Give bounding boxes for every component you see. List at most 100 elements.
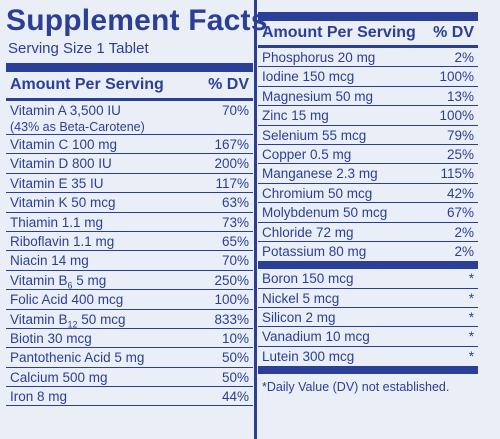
nutrient-name: Magnesium 50 mg bbox=[262, 88, 374, 104]
nutrient-name: Vanadium 10 mcg bbox=[262, 329, 370, 345]
footnote: *Daily Value (DV) not established. bbox=[262, 380, 450, 395]
nutrient-name: Lutein 300 mcg bbox=[262, 348, 355, 364]
nutrient-name: Selenium 55 mcg bbox=[262, 127, 367, 143]
nutrient-row: Pantothenic Acid 5 mg 50% bbox=[6, 348, 253, 368]
nutrient-dv: * bbox=[468, 310, 474, 326]
nutrient-row: Silicon 2 mg * bbox=[258, 308, 478, 328]
nutrient-name: Niacin 14 mg bbox=[10, 253, 89, 269]
nutrient-row: Niacin 14 mg 70% bbox=[6, 251, 253, 271]
nutrient-row: Chloride 72 mg 2% bbox=[258, 223, 478, 242]
nutrient-name: Chromium 50 mcg bbox=[262, 185, 373, 201]
left-header: Amount Per Serving % DV bbox=[6, 72, 253, 101]
nutrient-dv: 100% bbox=[214, 292, 249, 308]
nutrient-name: Folic Acid 400 mcg bbox=[10, 292, 124, 308]
nutrient-dv: 50% bbox=[221, 350, 249, 366]
nutrient-name: Manganese 2.3 mg bbox=[262, 166, 378, 182]
nutrient-row: Thiamin 1.1 mg 73% bbox=[6, 213, 253, 232]
nutrient-dv: 63% bbox=[221, 195, 249, 211]
dv-header: % DV bbox=[208, 76, 249, 93]
nutrient-name: Phosphorus 20 mg bbox=[262, 50, 376, 65]
nutrient-dv: 73% bbox=[221, 214, 249, 230]
nutrient-row: Vanadium 10 mcg * bbox=[258, 327, 478, 347]
nutrient-row: Biotin 30 mcg 10% bbox=[6, 329, 253, 349]
nutrient-name: Vitamin A 3,500 IU (43% as Beta-Carotene… bbox=[10, 103, 145, 134]
nutrient-name: Calcium 500 mg bbox=[10, 369, 108, 385]
nutrient-row: Chromium 50 mcg 42% bbox=[258, 184, 478, 204]
nutrient-row: Vitamin D 800 IU 200% bbox=[6, 154, 253, 174]
nutrient-dv: 70% bbox=[221, 253, 249, 269]
nutrient-dv: 2% bbox=[454, 243, 474, 259]
dv-header: % DV bbox=[433, 24, 474, 41]
nutrient-row: Riboflavin 1.1 mg 65% bbox=[6, 232, 253, 252]
group-bar bbox=[258, 366, 478, 375]
nutrient-name: Thiamin 1.1 mg bbox=[10, 214, 104, 230]
column-divider bbox=[254, 0, 257, 439]
amount-header: Amount Per Serving bbox=[262, 24, 416, 41]
nutrient-row: Potassium 80 mg 2% bbox=[258, 242, 478, 261]
right-header: Amount Per Serving % DV bbox=[258, 12, 478, 48]
nutrient-dv: 100% bbox=[439, 69, 474, 85]
nutrient-row: Iron 8 mg 44% bbox=[6, 387, 253, 407]
nutrient-name: Silicon 2 mg bbox=[262, 310, 336, 326]
nutrient-dv: 100% bbox=[439, 108, 474, 124]
nutrient-dv: 117% bbox=[215, 175, 249, 191]
nutrient-row: Boron 150 mcg * bbox=[258, 269, 478, 289]
nutrient-row: Folic Acid 400 mcg 100% bbox=[6, 290, 253, 310]
serving-size: Serving Size 1 Tablet bbox=[8, 40, 149, 57]
nutrient-dv: 2% bbox=[454, 50, 474, 65]
nutrient-name: Vitamin K 50 mcg bbox=[10, 195, 116, 211]
nutrient-dv: 115% bbox=[440, 166, 474, 182]
nutrient-dv: 65% bbox=[221, 233, 249, 249]
nutrient-name: Iron 8 mg bbox=[10, 389, 68, 405]
nutrient-dv: 79% bbox=[446, 127, 474, 143]
nutrient-row: Manganese 2.3 mg 115% bbox=[258, 164, 478, 184]
nutrient-name: Pantothenic Acid 5 mg bbox=[10, 350, 145, 366]
nutrient-row: Lutein 300 mcg * bbox=[258, 347, 478, 366]
nutrient-name: Chloride 72 mg bbox=[262, 224, 354, 240]
nutrient-name: Vitamin E 35 IU bbox=[10, 175, 104, 191]
nutrient-name: Iodine 150 mcg bbox=[262, 69, 355, 85]
nutrient-dv: * bbox=[468, 348, 474, 364]
nutrient-name: Copper 0.5 mg bbox=[262, 146, 352, 162]
nutrient-row: Copper 0.5 mg 25% bbox=[258, 145, 478, 165]
nutrient-dv: * bbox=[468, 329, 474, 345]
nutrient-dv: 13% bbox=[446, 88, 474, 104]
nutrient-row: Vitamin K 50 mcg 63% bbox=[6, 193, 253, 213]
header-bar bbox=[6, 63, 253, 72]
nutrient-dv: 50% bbox=[221, 369, 249, 385]
left-column: Supplement Facts Serving Size 1 Tablet A… bbox=[6, 0, 268, 407]
nutrient-row: Nickel 5 mcg * bbox=[258, 289, 478, 309]
nutrient-row: Calcium 500 mg 50% bbox=[6, 368, 253, 388]
nutrient-dv: * bbox=[468, 271, 474, 287]
nutrient-dv: 70% bbox=[221, 103, 249, 118]
nutrient-name: Vitamin B6 5 mg bbox=[10, 272, 107, 291]
nutrient-dv: * bbox=[468, 290, 474, 306]
nutrient-row: Vitamin C 100 mg 167% bbox=[6, 135, 253, 155]
nutrient-name: Zinc 15 mg bbox=[262, 108, 329, 124]
nutrient-dv: 44% bbox=[221, 389, 249, 405]
nutrient-dv: 67% bbox=[446, 205, 474, 221]
nutrient-row: Vitamin B12 50 mcg 833% bbox=[6, 310, 253, 329]
nutrient-row: Selenium 55 mcg 79% bbox=[258, 126, 478, 145]
nutrient-row: Magnesium 50 mg 13% bbox=[258, 87, 478, 107]
nutrient-dv: 250% bbox=[214, 272, 249, 288]
nutrient-row: Phosphorus 20 mg 2% bbox=[258, 48, 478, 68]
nutrient-row: Vitamin A 3,500 IU (43% as Beta-Carotene… bbox=[6, 101, 253, 135]
nutrient-name: Boron 150 mcg bbox=[262, 271, 354, 287]
nutrient-name: Vitamin C 100 mg bbox=[10, 137, 118, 152]
nutrient-name: Vitamin B12 50 mcg bbox=[10, 311, 126, 330]
nutrient-name: Molybdenum 50 mcg bbox=[262, 205, 388, 221]
nutrient-name: Potassium 80 mg bbox=[262, 243, 367, 259]
nutrient-dv: 167% bbox=[214, 137, 249, 152]
nutrient-row: Molybdenum 50 mcg 67% bbox=[258, 203, 478, 223]
label-title: Supplement Facts bbox=[6, 4, 268, 37]
nutrient-name: Biotin 30 mcg bbox=[10, 330, 92, 346]
nutrient-name: Riboflavin 1.1 mg bbox=[10, 233, 115, 249]
nutrient-row: Vitamin E 35 IU 117% bbox=[6, 174, 253, 194]
nutrient-name: Nickel 5 mcg bbox=[262, 290, 340, 306]
nutrient-subnote: (43% as Beta-Carotene) bbox=[10, 120, 145, 134]
nutrient-row: Iodine 150 mcg 100% bbox=[258, 67, 478, 87]
nutrient-row: Zinc 15 mg 100% bbox=[258, 106, 478, 126]
group-bar bbox=[258, 261, 478, 270]
nutrient-row: Vitamin B6 5 mg 250% bbox=[6, 271, 253, 290]
